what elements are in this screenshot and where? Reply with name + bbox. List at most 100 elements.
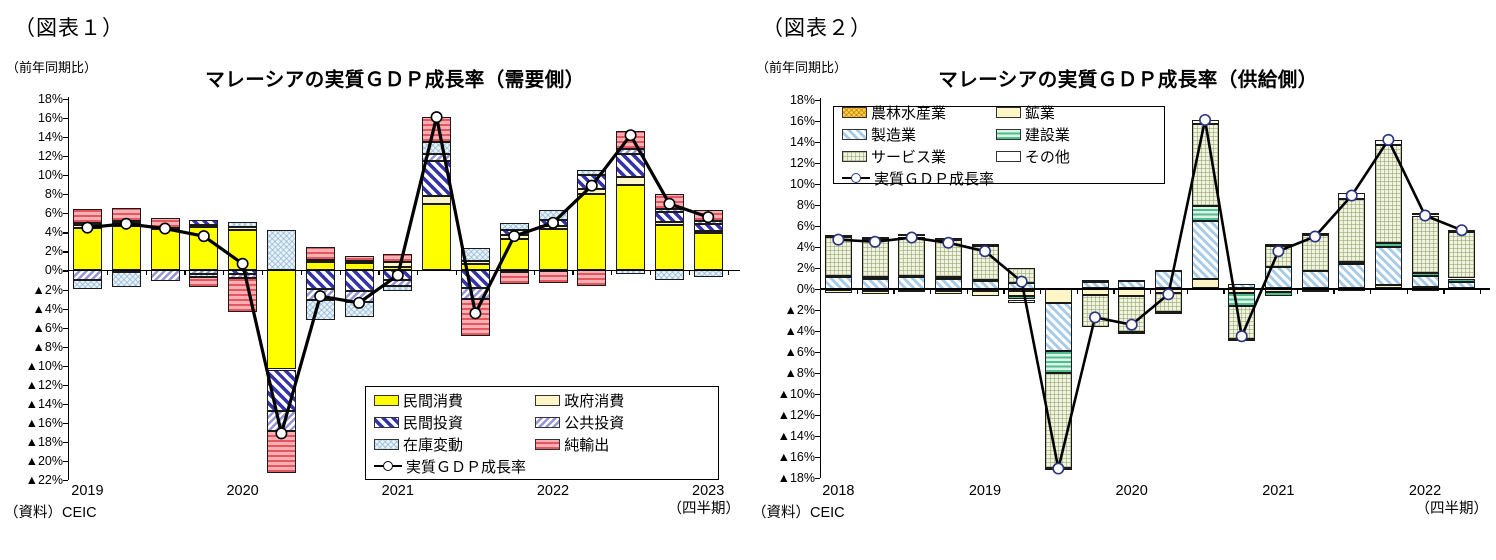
bar-segment-純輸出 (538, 271, 568, 283)
gdp-line-marker (159, 222, 172, 235)
bar-segment-建設業 (1154, 270, 1182, 273)
bar-segment-製造業 (1448, 281, 1476, 288)
y-axis-tick-label: ▲12% (25, 377, 63, 392)
chart-legend: 民間消費 政府消費 民間投資 公共投資 在庫変動 純輸出 実質ＧＤＰ成長率 (365, 386, 719, 480)
bar-segment-政府消費 (189, 224, 219, 227)
legend-label: サービス業 (871, 148, 947, 166)
bar-segment-民間投資 (654, 212, 684, 222)
y-axis-tick-label: 8% (44, 187, 63, 202)
bar-segment-純輸出 (228, 278, 258, 313)
bar-segment-製造業 (1411, 276, 1439, 287)
gdp-line-marker (391, 269, 404, 282)
y-axis-tick-label: ▲4% (784, 324, 815, 338)
bar-segment-民間投資 (189, 219, 219, 225)
source-note: （資料）CEIC (4, 505, 97, 521)
gdp-growth-line (81, 111, 715, 440)
legend-swatch-solid-cream (995, 106, 1021, 118)
gdp-line-marker (905, 231, 918, 244)
gdp-line-marker (236, 257, 249, 270)
x-axis-quarter-tick (417, 271, 419, 276)
y-axis-tick (63, 194, 68, 196)
legend-swatch-solid-cream (535, 394, 561, 406)
x-axis-unit: （四半期） (1415, 501, 1489, 517)
legend-line-marker (383, 461, 393, 471)
bar-segment-民間消費 (693, 233, 723, 271)
legend-label: 民間投資 (403, 414, 464, 432)
y-axis-tick-label: 0% (796, 282, 815, 296)
legend-label: 農林水産業 (871, 104, 947, 122)
y-axis-tick-label: 2% (796, 261, 815, 275)
y-axis-tick-label: 12% (37, 149, 63, 164)
bar-segment-政府消費 (305, 259, 335, 262)
x-axis-quarter-tick (262, 271, 264, 276)
bar-segment-製造業 (1301, 271, 1329, 288)
x-axis-quarter-tick (1113, 289, 1115, 294)
bar-segment-建設業 (1118, 279, 1146, 282)
bar-segment-純輸出 (344, 256, 374, 261)
y-axis-tick-label: 16% (37, 111, 63, 126)
x-axis-quarter-tick (378, 271, 380, 276)
bar-segment-在庫変動 (189, 274, 219, 278)
y-axis-tick-label: 18% (789, 93, 815, 107)
bar-segment-民間消費 (654, 224, 684, 271)
bar-segment-建設業 (1338, 261, 1366, 264)
bar-segment-純輸出 (266, 431, 296, 474)
gdp-line-marker (702, 211, 715, 224)
y-axis-tick (815, 394, 820, 396)
x-year-label: 2023 (692, 483, 725, 499)
chart-gdp-demand-side: （図表１） （前年同期比） マレーシアの実質ＧＤＰ成長率（需要側） 18% 16%… (4, 16, 740, 521)
y-axis-tick-label: 6% (44, 206, 63, 221)
plot-area: 18% 16% 14% 12% 10% 8% 6% 4% 2% 0% ▲2% ▲4% ▲6% ▲8% ▲10… (25, 92, 740, 499)
y-axis-tick (63, 384, 68, 386)
y-axis-tick-label: ▲14% (777, 429, 815, 443)
y-axis-tick-label: ▲10% (777, 387, 815, 401)
bar-segment-民間消費 (150, 229, 180, 271)
x-year-label: 2021 (381, 483, 414, 499)
y-axis-tick (815, 163, 820, 165)
legend-label: 建設業 (1024, 126, 1070, 144)
gdp-line-marker (508, 230, 521, 243)
y-axis-tick (63, 156, 68, 158)
y-axis-tick (63, 346, 68, 348)
gdp-line-marker (663, 197, 676, 210)
bar-segment-建設業 (861, 277, 889, 280)
gdp-line-marker (1345, 189, 1358, 202)
legend-label: 民間消費 (403, 392, 464, 410)
legend-item: 政府消費 (535, 390, 710, 411)
bar-segment-製造業 (1228, 283, 1256, 288)
legend-label: その他 (1024, 148, 1070, 166)
x-year-label: 2020 (226, 483, 259, 499)
x-axis-quarter-tick (893, 289, 895, 294)
bar-segment-純輸出 (383, 254, 413, 262)
y-axis-tick (815, 415, 820, 417)
bar-segment-在庫変動 (577, 170, 607, 176)
gdp-line-marker (1162, 288, 1175, 301)
y-axis-tick (815, 373, 820, 375)
x-axis-quarter-tick (300, 271, 302, 276)
gdp-line-marker (1455, 224, 1468, 237)
y-axis-tick-label: 10% (789, 177, 815, 191)
bar-segment-建設業 (1448, 278, 1476, 282)
bar-segment-民間消費 (72, 227, 102, 271)
legend-item: 公共投資 (535, 412, 710, 433)
x-axis-quarter-tick (1406, 289, 1408, 294)
y-axis-tick (815, 478, 820, 480)
y-axis-tick (63, 99, 68, 101)
y-axis-tick (815, 142, 820, 144)
chart-gdp-supply-side: （図表２） （前年同期比） マレーシアの実質ＧＤＰ成長率（供給側） 18% 16%… (748, 0, 1496, 560)
bar-segment-在庫変動 (422, 141, 452, 155)
gdp-line-marker (275, 427, 288, 440)
y-axis-tick (815, 100, 820, 102)
legend-item: サービス業 (842, 146, 996, 167)
legend-item: 実質ＧＤＰ成長率 (842, 168, 1156, 189)
y-axis-tick (63, 289, 68, 291)
chart-legend: 農林水産業 鉱業 製造業 建設業 サービス業 その他 実質ＧＤＰ成長率 (833, 105, 1165, 188)
bar-segment-鉱業 (861, 290, 889, 295)
bar-segment-公共投資 (422, 154, 452, 161)
y-axis-tick (815, 121, 820, 123)
bar-segment-在庫変動 (72, 279, 102, 290)
bar-segment-建設業 (1191, 206, 1219, 221)
bar-segment-鉱業 (898, 290, 926, 293)
y-axis-tick (815, 457, 820, 459)
y-axis-line (820, 98, 822, 478)
